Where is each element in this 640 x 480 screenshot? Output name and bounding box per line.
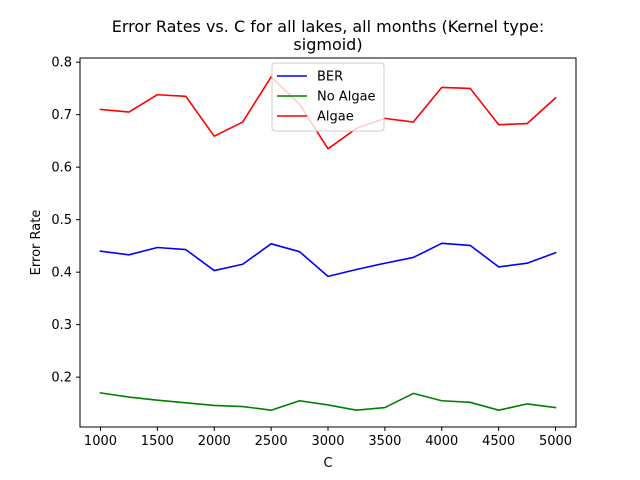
chart-title-line-2: sigmoid) — [293, 35, 362, 54]
y-tick-label: 0.5 — [51, 213, 72, 228]
legend-entries: BER No Algae Algae — [277, 70, 376, 125]
x-tick-label: 5000 — [539, 434, 572, 449]
legend-label-no-algae: No Algae — [317, 90, 376, 105]
series-layer — [99, 76, 557, 412]
y-tick-label: 0.8 — [51, 56, 72, 71]
x-tick-label: 1500 — [141, 434, 174, 449]
y-tick-label: 0.3 — [51, 318, 72, 333]
y-axis-label: Error Rate — [29, 210, 44, 276]
x-tick-label: 3000 — [311, 434, 344, 449]
legend-label-algae: Algae — [317, 110, 354, 125]
legend-label-ber: BER — [317, 70, 343, 85]
y-tick-label: 0.2 — [51, 371, 72, 386]
series-line-ber — [99, 242, 557, 278]
x-tick-label: 2000 — [198, 434, 231, 449]
x-tick-label: 3500 — [368, 434, 401, 449]
y-tick-label: 0.4 — [51, 266, 72, 281]
x-tick-label: 1000 — [84, 434, 117, 449]
series-line-algae — [99, 76, 557, 150]
series-line-no-algae — [99, 391, 557, 412]
x-tick-label: 4500 — [482, 434, 515, 449]
plot-frame — [79, 57, 577, 428]
y-tick-label: 0.6 — [51, 161, 72, 176]
x-axis-label: C — [323, 456, 332, 471]
legend-box — [271, 62, 385, 132]
legend: BER No Algae Algae — [271, 62, 385, 132]
x-tick-label: 2500 — [255, 434, 288, 449]
ticks-layer: 1000 1500 2000 2500 3000 3500 4000 4500 5000 0.2 0… — [51, 56, 572, 449]
x-tick-label: 4000 — [425, 434, 458, 449]
y-tick-label: 0.7 — [51, 108, 72, 123]
chart-title-line-1: Error Rates vs. C for all lakes, all mon… — [112, 17, 544, 36]
